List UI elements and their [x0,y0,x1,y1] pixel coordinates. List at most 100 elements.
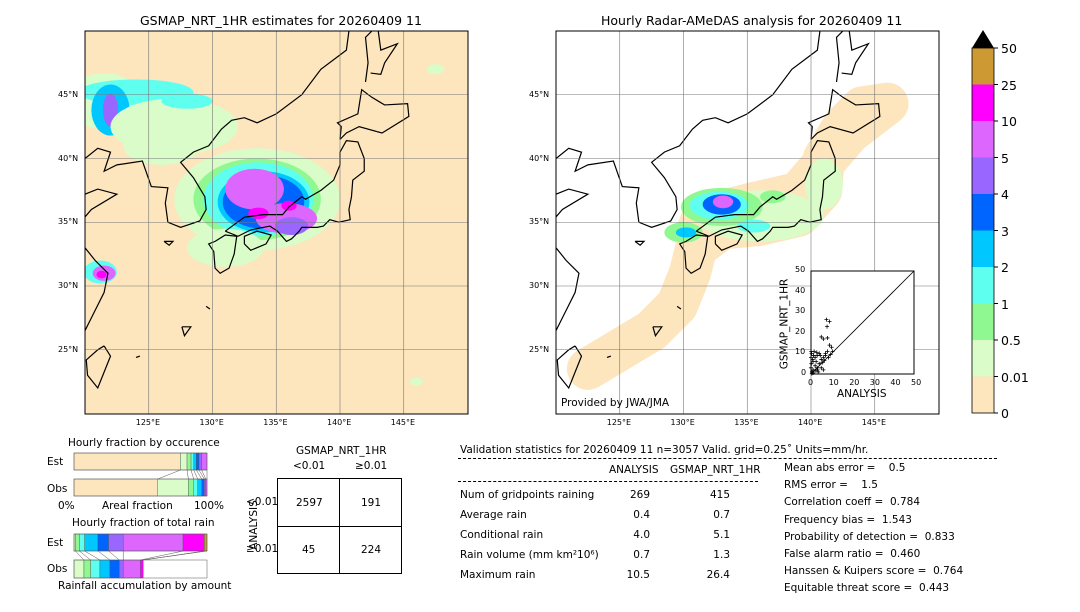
left-map [84,30,469,415]
rain-obs-bar-segment [140,559,144,579]
connector-line [193,469,198,480]
score-line: Hanssen & Kuipers score = 0.764 [784,565,964,578]
rain-area [712,195,734,209]
scatter-point [813,363,818,368]
score-line: Probability of detection = 0.833 [784,530,955,543]
scatter-point [814,359,819,364]
scatter-point [810,357,815,362]
scatter-point [823,351,828,356]
rain-area [426,64,445,75]
scatter-y-tick: 10 [795,347,806,357]
coastline [841,31,870,76]
rain-obs-bar-segment [99,559,111,579]
rain-est-bar-frame [73,533,208,552]
occ-obs-bar-segment [188,478,194,497]
scatter-point [820,360,825,365]
score-line: Mean abs error = 0.5 [784,462,906,474]
coastline [676,305,682,310]
connector-line [196,469,202,480]
scatter-point [824,317,829,322]
rain-est-bar-segment [97,533,109,552]
colorbar-label: 0 [1001,406,1009,421]
rain-area [248,207,269,220]
coastline [370,31,399,76]
score-line: Equitable threat score = 0.443 [784,582,950,595]
colorbar-label: 3 [1001,223,1009,239]
colorbar-extend-arrow [972,30,994,48]
right-map-lon-label: 125°E [606,418,632,427]
scatter-x-tick: 10 [828,378,839,387]
cell-10: 45 [302,544,316,556]
rain-obs-bar [73,559,208,579]
scatter-point [828,352,833,357]
scatter-x-tick: 0 [808,378,814,387]
colorbar-segment [972,267,994,304]
left-map-lat-label: 35°N [58,217,79,227]
rain-obs-bar-segment [83,559,91,579]
scatter-y-tick: 20 [795,326,806,336]
coastline [556,247,580,332]
left-map-lon-label: 125°E [135,418,161,427]
colorbar-segment [972,48,994,85]
coastline [556,188,590,218]
scatter-plot [809,270,915,376]
right-map-lat-label: 45°N [529,89,550,99]
scatter-point [829,345,834,350]
stats-row-analysis: 0.4 [633,509,650,521]
scatter-point [819,357,824,362]
stats-row-label: Rain volume (mm km²10⁶) [460,549,599,561]
occ-est-bar-segment [73,452,181,471]
colorbar-segment [972,157,994,194]
left-map-lon-label: 130°E [199,418,224,427]
scatter-point [817,351,822,356]
score-line: False alarm ratio = 0.460 [784,548,921,560]
scatter-point [811,353,816,358]
scatter-y-tick: 0 [801,368,807,377]
stats-col-divider [458,481,758,482]
occ-obs-bar-frame [73,478,208,497]
connector-line [97,550,111,561]
rain-obs-bar-segment [73,559,85,579]
scatter-point [809,351,814,356]
stats-row-gsmap: 26.4 [706,569,730,581]
connector-line [157,469,181,480]
rain-obs-bar-segment [123,559,141,579]
rain-obs-bar-segment [109,559,120,579]
coastline [695,140,836,243]
stats-row-analysis: 269 [629,489,650,501]
colorbar-segment [972,340,994,377]
left-map-lat-label: 40°N [58,153,79,163]
stats-row-gsmap: 0.7 [713,509,730,521]
rain-est-bar-segment [123,533,184,552]
scatter-point [816,369,821,374]
coastline [207,234,238,274]
right-map-lat-label: 30°N [529,281,550,290]
stats-col-analysis: ANALYSIS [609,464,659,476]
stats-row-label: Average rain [460,509,527,521]
scatter-point [818,353,823,358]
right-map-lon-label: 145°E [861,418,887,427]
connector-line [108,550,120,561]
colorbar-label: 1 [1001,296,1009,312]
stats-row-label: Maximum rain [460,569,536,581]
colorbar-segment [972,194,994,231]
cell-00: 2597 [296,497,323,509]
occ-obs-bar-segment [201,478,205,497]
coastline [336,88,410,140]
col-label-0: <0.01 [293,460,326,472]
stats-row-gsmap: 5.1 [713,529,730,541]
colorbar-label: 5 [1001,150,1009,166]
rain-area [123,126,200,165]
occ-obs-bar-segment [157,478,189,497]
scatter-xlabel: ANALYSIS [837,388,887,400]
scatter-point [821,367,826,372]
stats-divider [458,458,997,459]
left-map-lat-label: 25°N [58,344,79,354]
rain-est-bar-segment [204,533,208,552]
scatter-point [813,355,818,360]
scatter-point [809,355,813,360]
coastline [163,240,175,246]
occ-est-bar-segment [198,452,202,471]
coastline [652,326,663,338]
coastline [835,31,844,83]
